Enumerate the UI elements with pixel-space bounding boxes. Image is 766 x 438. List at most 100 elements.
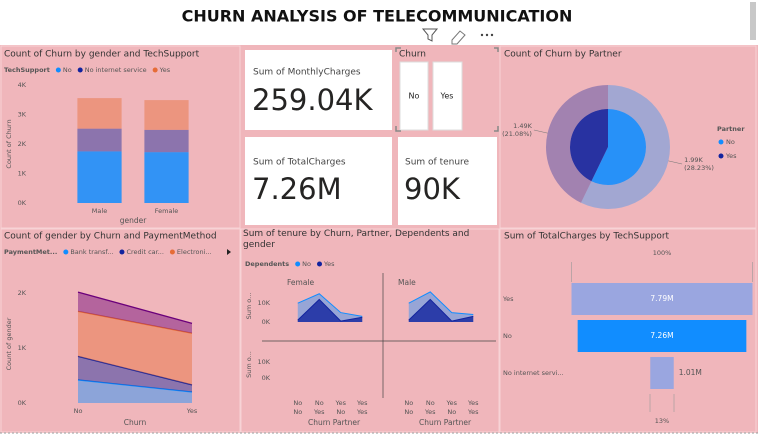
category-label: No internet servi... [503, 369, 564, 377]
card-value: 90K [404, 172, 461, 206]
tile-borders [0, 45, 757, 433]
data-label: 1.99K [684, 156, 703, 164]
more-icon[interactable] [480, 33, 494, 37]
donut-slice [570, 109, 608, 182]
legend-label: Yes [725, 152, 737, 160]
legend-label: Credit car... [126, 248, 163, 256]
data-label: 7.79M [650, 294, 673, 303]
card [245, 50, 392, 130]
chart-title: Sum of tenure by Churn, Partner, Depende… [243, 229, 470, 250]
bar-segment [144, 100, 189, 130]
legend-marker [63, 249, 69, 255]
legend-label: No [726, 138, 735, 146]
y-tick-label: 0K [18, 199, 27, 207]
panel-header: Female [287, 278, 315, 287]
funnel-bar [650, 357, 674, 389]
panel-header: Male [398, 278, 416, 287]
chart-title: Count of Churn by gender and TechSupport [4, 50, 200, 60]
x-tick-label: Yes [335, 399, 347, 407]
slicer-item[interactable] [432, 61, 463, 131]
legend-title: Partner [717, 125, 745, 133]
x-tick-label: No [336, 408, 345, 416]
area [78, 292, 192, 334]
card-label: Sum of TotalCharges [253, 158, 346, 168]
x-tick-label: No [447, 408, 456, 416]
page-title: CHURN ANALYSIS OF TELECOMMUNICATION [182, 7, 573, 26]
legend-marker [317, 261, 323, 267]
x-tick-label: Yes [186, 407, 198, 415]
donut-ring [545, 85, 608, 203]
slicer-item[interactable] [399, 61, 429, 131]
data-label: 7.26M [650, 331, 673, 340]
chart-title: Count of gender by Churn and PaymentMeth… [4, 232, 217, 242]
slicer-item-label[interactable]: Yes [440, 92, 454, 101]
area [78, 379, 192, 403]
donut-ring [580, 85, 670, 209]
y-tick-label: 1K [18, 170, 27, 178]
y-tick-label: 2K [18, 140, 27, 148]
x-axis-label: gender [120, 216, 148, 225]
x-tick-label: Yes [467, 408, 479, 416]
card-value: 7.26M [252, 172, 342, 206]
chart-title: Count of Churn by Partner [504, 50, 622, 60]
leader-line [533, 129, 548, 134]
line [77, 355, 193, 386]
y-tick-label: 0K [262, 374, 271, 382]
x-axis-label: Churn [124, 418, 147, 427]
slicer-item-label[interactable]: No [409, 92, 420, 101]
legend-label: No [63, 66, 72, 74]
funnel-top-label: 100% [653, 249, 672, 257]
y-tick-label: 1K [18, 344, 27, 352]
bar-segment [77, 128, 122, 152]
legend-marker [169, 249, 175, 255]
card-value: 259.04K [252, 83, 373, 117]
x-tick-label: Yes [356, 408, 368, 416]
y-axis-label: Count of Churn [5, 119, 13, 168]
chart-title-box: Sum of tenure by Churn, Partner, Depende… [243, 229, 470, 250]
legend-label: Bank transf... [70, 248, 113, 256]
category-label: Yes [502, 295, 514, 303]
legend-marker [718, 153, 724, 159]
y-axis-label: Count of gender [5, 317, 13, 370]
funnel-bar [577, 320, 747, 352]
legend-label: Electroni... [177, 248, 212, 256]
category-label: No [503, 332, 512, 340]
x-tick-label: Yes [467, 399, 479, 407]
y-tick-label: 2K [18, 289, 27, 297]
data-label: 1.01M [679, 368, 702, 377]
bar-segment [144, 129, 189, 153]
selection-corners [395, 47, 499, 132]
legend-marker [718, 139, 724, 145]
y-tick-label: 0K [262, 318, 271, 326]
y-axis-label: Sum o... [245, 293, 253, 320]
legend-label: No [302, 260, 311, 268]
x-axis-label: Churn Partner [308, 418, 361, 427]
eraser-icon[interactable] [451, 30, 466, 45]
legend-scroll-arrow[interactable] [227, 249, 231, 255]
data-label: 1.49K [513, 122, 532, 130]
funnel-bar [571, 283, 753, 315]
x-tick-label: No [293, 408, 302, 416]
data-label: (21.08%) [502, 130, 532, 138]
funnel-bottom-label: 13% [655, 417, 669, 425]
x-tick-label: Male [92, 207, 107, 215]
line [408, 291, 474, 315]
chart-title: Sum of TotalCharges by TechSupport [504, 232, 670, 242]
leader-line [668, 160, 683, 165]
x-tick-label: No [426, 399, 435, 407]
legend-marker [77, 67, 83, 73]
scrollbar[interactable] [750, 2, 756, 40]
x-tick-label: Yes [356, 399, 368, 407]
y-tick-label: 10K [257, 299, 270, 307]
line [77, 291, 193, 325]
bar-segment [144, 152, 189, 203]
card [245, 137, 392, 225]
card [398, 137, 497, 225]
filter-icon[interactable] [421, 28, 439, 42]
legend-label: Yes [323, 260, 335, 268]
donut-slice [591, 109, 646, 185]
y-tick-label: 4K [18, 81, 27, 89]
slicer-title: Churn [399, 50, 426, 60]
line [77, 379, 193, 393]
